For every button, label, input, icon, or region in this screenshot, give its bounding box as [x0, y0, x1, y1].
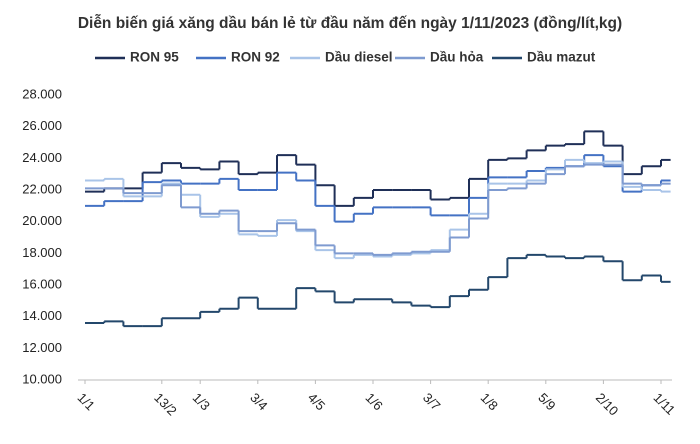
legend-label: RON 92: [231, 50, 280, 65]
legend-label: RON 95: [130, 50, 179, 65]
x-tick-label: 4/5: [305, 390, 328, 413]
legend: RON 95 RON 92 Dầu diesel Dầu hỏa Dầu mazut: [95, 50, 596, 65]
legend-label: Dầu mazut: [527, 50, 596, 65]
series-line: [85, 130, 671, 207]
legend-label: Dầu diesel: [325, 50, 393, 65]
x-tick-label: 3/4: [247, 390, 270, 413]
x-tick-label: 5/9: [535, 390, 558, 413]
y-tick-label: 20.000: [22, 213, 62, 228]
series-line: [85, 154, 671, 223]
y-tick-label: 18.000: [22, 245, 62, 260]
y-tick-label: 26.000: [22, 118, 62, 133]
y-tick-label: 22.000: [22, 181, 62, 196]
legend-label: Dầu hỏa: [430, 50, 484, 65]
x-tick-label: 1/8: [478, 390, 501, 413]
series-line: [85, 253, 671, 328]
series-line: [85, 158, 671, 260]
series-line: [85, 163, 671, 256]
x-tick-label: 13/2: [151, 390, 180, 419]
y-tick-label: 16.000: [22, 276, 62, 291]
x-tick-label: 1/3: [190, 390, 213, 413]
y-tick-label: 10.000: [22, 371, 62, 386]
y-tick-label: 28.000: [22, 86, 62, 101]
x-tick-label: 1/1: [74, 390, 97, 413]
x-tick-label: 1/6: [362, 390, 385, 413]
chart-title: Diễn biến giá xăng dầu bán lẻ từ đầu năm…: [78, 15, 622, 32]
x-tick-label: 2/10: [593, 390, 622, 419]
x-tick-label: 1/11: [650, 390, 678, 418]
y-tick-label: 24.000: [22, 150, 62, 165]
y-tick-label: 12.000: [22, 340, 62, 355]
x-tick-label: 3/7: [420, 390, 443, 413]
y-tick-label: 14.000: [22, 308, 62, 323]
